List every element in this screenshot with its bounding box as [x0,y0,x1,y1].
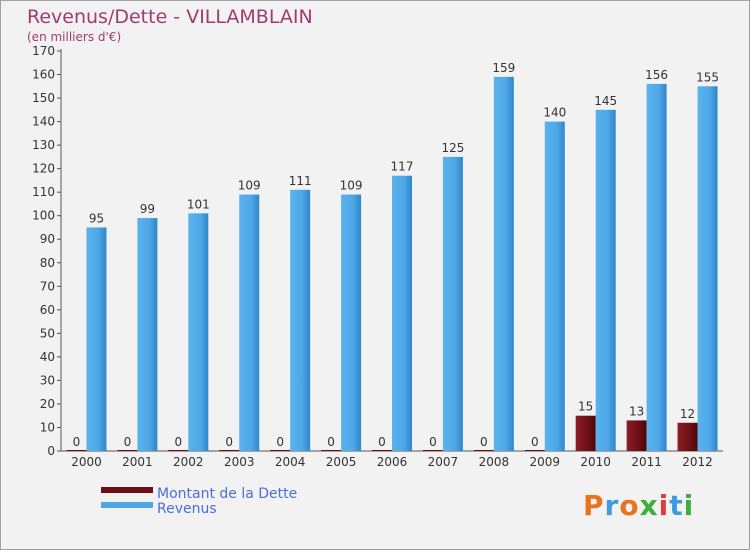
x-tick-label: 2005 [326,455,357,469]
revenue-value-label: 117 [391,160,414,174]
revenue-bar [137,218,158,451]
revenue-value-label: 145 [594,94,617,108]
y-tick-label: 50 [40,326,55,340]
x-tick-label: 2010 [580,455,611,469]
debt-bar [270,450,291,451]
y-tick-label: 20 [40,397,55,411]
revenue-value-label: 156 [645,68,668,82]
y-tick-label: 100 [32,209,55,223]
y-tick-label: 120 [32,162,55,176]
revenue-bar [86,227,107,451]
revenue-bar [188,213,209,451]
x-tick-label: 2006 [377,455,408,469]
x-tick-label: 2007 [428,455,459,469]
y-tick-label: 140 [32,115,55,129]
logo-letter: i [683,489,695,522]
legend-label-revenue: Revenus [157,501,217,517]
debt-bar [626,420,647,451]
debt-bar [321,450,342,451]
debt-value-label: 0 [327,435,335,449]
legend-swatch-revenue [101,502,153,508]
debt-bar [677,422,698,451]
revenue-bar [290,189,311,451]
logo-letter: x [639,489,659,522]
debt-value-label: 0 [174,435,182,449]
revenue-bar [392,175,412,452]
revenue-bar [595,109,616,451]
legend-label-debt: Montant de la Dette [157,486,298,502]
logo-letter: P [583,489,605,522]
revenue-bar [646,83,667,452]
debt-value-label: 0 [480,435,488,449]
debt-value-label: 0 [225,435,233,449]
revenue-value-label: 155 [696,70,719,84]
revenue-value-label: 99 [140,202,155,216]
y-tick-label: 10 [40,420,55,434]
x-tick-label: 2012 [682,455,713,469]
revenue-bar [544,121,565,452]
debt-bar [372,450,392,451]
revenue-value-label: 125 [441,141,464,155]
debt-bar [117,450,138,451]
revenue-bar [239,194,260,451]
y-tick-label: 80 [40,256,55,270]
debt-value-label: 15 [578,400,593,414]
y-tick-label: 130 [32,138,55,152]
debt-value-label: 12 [680,407,695,421]
revenue-value-label: 109 [238,179,261,193]
y-tick-label: 30 [40,373,55,387]
x-tick-label: 2011 [631,455,662,469]
x-tick-label: 2002 [173,455,204,469]
debt-value-label: 0 [276,435,284,449]
revenue-value-label: 109 [340,179,363,193]
revenue-value-label: 111 [289,174,312,188]
debt-bar [168,450,189,451]
chart-subtitle: (en milliers d'€) [27,30,122,44]
revenue-value-label: 101 [187,197,210,211]
revenue-bar [493,76,514,451]
revenue-bar [341,194,362,451]
chart-title: Revenus/Dette - VILLAMBLAIN [27,6,313,28]
debt-bar [473,450,494,451]
legend-swatch-debt [101,487,153,493]
proxiti-logo: Proxiti [583,489,694,522]
x-tick-label: 2001 [122,455,153,469]
debt-bar [422,450,443,451]
x-tick-label: 2004 [275,455,306,469]
debt-value-label: 0 [73,435,81,449]
revenue-value-label: 159 [492,61,515,75]
y-tick-label: 0 [47,444,55,458]
revenue-value-label: 95 [89,211,104,225]
debt-value-label: 13 [629,404,644,418]
y-tick-label: 150 [32,91,55,105]
debt-bar [575,415,596,451]
y-tick-label: 160 [32,68,55,82]
logo-letter: i [658,489,670,522]
revenue-bar [697,86,718,451]
x-tick-label: 2008 [479,455,510,469]
y-tick-label: 90 [40,232,55,246]
revenue-value-label: 140 [543,106,566,120]
x-tick-label: 2000 [71,455,102,469]
y-tick-label: 110 [32,185,55,199]
y-tick-label: 60 [40,303,55,317]
logo-letter: o [619,489,640,522]
x-tick-label: 2009 [529,455,560,469]
logo-letter: r [604,489,620,522]
logo-letter: t [669,489,684,522]
x-tick-label: 2003 [224,455,255,469]
debt-value-label: 0 [378,435,386,449]
y-tick-label: 70 [40,279,55,293]
revenue-bar [442,156,463,451]
debt-bar [219,450,240,451]
debt-bar [66,450,87,451]
y-tick-label: 40 [40,350,55,364]
debt-value-label: 0 [124,435,132,449]
y-tick-label: 170 [32,44,55,58]
debt-bar [524,450,545,451]
debt-value-label: 0 [531,435,539,449]
debt-value-label: 0 [429,435,437,449]
